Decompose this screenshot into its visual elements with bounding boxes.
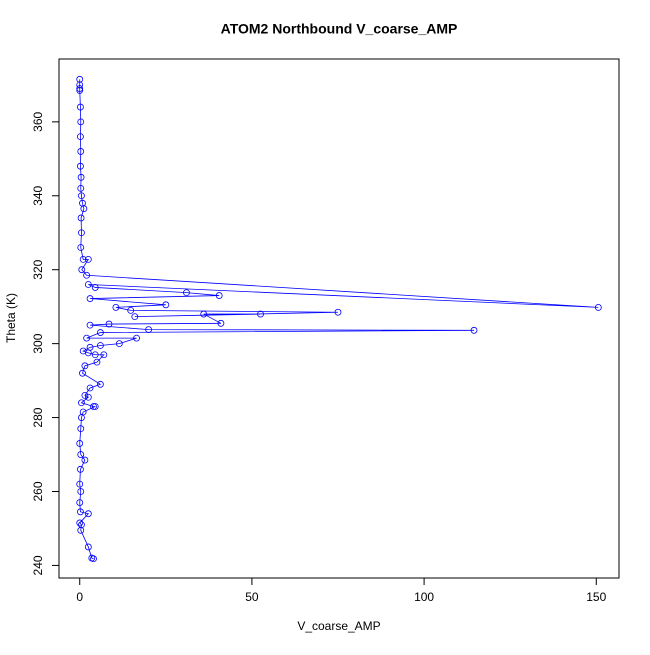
data-point (127, 306, 135, 314)
data-point (162, 301, 170, 309)
data-point (81, 456, 89, 464)
data-point (84, 255, 92, 263)
data-point (77, 526, 85, 534)
data-point (84, 349, 92, 357)
series-line (79, 79, 599, 560)
data-point (115, 340, 123, 348)
data-point (79, 369, 86, 377)
data-point (76, 519, 84, 527)
data-point (76, 499, 84, 506)
data-point (105, 320, 113, 328)
y-tick-label: 240 (31, 555, 45, 575)
data-point (83, 271, 91, 279)
x-tick-label: 100 (414, 590, 434, 604)
data-point (78, 414, 85, 421)
y-tick-label: 340 (31, 185, 45, 205)
data-point (96, 329, 104, 336)
x-tick-label: 0 (76, 590, 83, 604)
data-point (77, 173, 85, 181)
y-axis-label: Theta (K) (4, 293, 18, 343)
data-point (76, 81, 84, 89)
data-point (81, 362, 89, 370)
data-point (77, 451, 85, 458)
data-point (80, 205, 88, 213)
data-point (133, 334, 140, 342)
plot-frame (58, 58, 620, 579)
x-tick-label: 50 (245, 590, 259, 604)
data-point (183, 289, 190, 297)
data-point (81, 391, 89, 399)
data-point (112, 304, 120, 311)
data-point (79, 255, 87, 263)
data-point (77, 488, 85, 495)
data-point (77, 425, 85, 433)
data-point (77, 118, 85, 126)
data-point (78, 266, 86, 274)
y-tick-label: 300 (31, 333, 45, 353)
data-point (76, 75, 84, 83)
data-point (84, 393, 92, 401)
data-point (86, 321, 94, 329)
data-point (84, 281, 92, 288)
data-point (90, 555, 97, 563)
data-point (77, 465, 84, 473)
x-axis-label: V_coarse_AMP (297, 619, 380, 633)
data-point (145, 326, 153, 333)
data-point (77, 214, 85, 222)
data-point (96, 380, 104, 388)
data-point (77, 103, 84, 111)
y-tick-label: 280 (31, 407, 45, 427)
data-point (76, 85, 84, 92)
data-point (78, 229, 85, 237)
data-point (83, 334, 91, 342)
y-tick-label: 320 (31, 259, 45, 279)
data-point (93, 358, 101, 366)
data-point (77, 508, 84, 516)
data-point (100, 351, 108, 359)
data-point (77, 184, 85, 192)
data-point (131, 313, 139, 321)
data-point (217, 319, 225, 327)
y-tick-label: 360 (31, 112, 45, 132)
data-point (77, 148, 85, 155)
data-point (257, 310, 264, 318)
data-point (76, 440, 84, 447)
data-point (91, 284, 99, 291)
data-point (200, 310, 208, 318)
data-point (84, 510, 92, 518)
data-point (77, 133, 84, 141)
data-point (215, 292, 223, 299)
data-point (78, 399, 85, 407)
x-tick-label: 150 (586, 590, 606, 604)
data-point (76, 480, 84, 488)
data-point (86, 384, 94, 392)
data-point (90, 403, 97, 410)
data-point (78, 521, 85, 529)
data-point (77, 244, 85, 251)
data-point (84, 543, 92, 551)
data-point (334, 308, 342, 316)
data-point (594, 304, 602, 311)
data-point (91, 403, 99, 410)
data-point (86, 295, 94, 302)
data-point (76, 87, 84, 94)
y-tick-label: 260 (31, 481, 45, 501)
data-point (77, 162, 84, 170)
data-point (91, 351, 99, 359)
data-point (96, 342, 104, 349)
data-point (78, 192, 85, 200)
chart-title: ATOM2 Northbound V_coarse_AMP (221, 21, 458, 37)
data-point (470, 326, 478, 334)
